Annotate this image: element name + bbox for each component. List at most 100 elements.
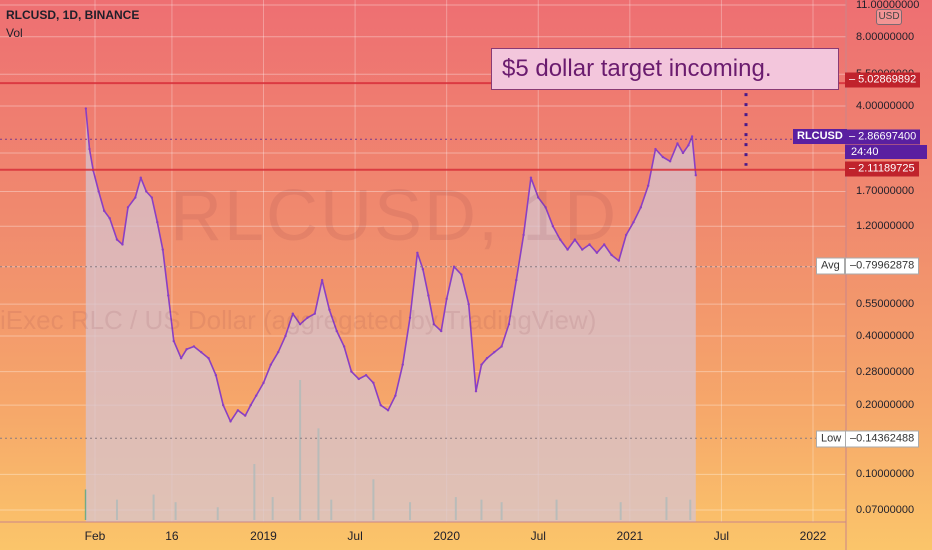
price-point — [439, 329, 443, 333]
price-point — [185, 348, 188, 351]
low-price-value: 0.14362488 — [856, 432, 915, 445]
price-point — [335, 329, 338, 333]
support-price-tag: –2.11189725 — [845, 161, 919, 177]
price-point — [115, 238, 119, 241]
price-point — [214, 373, 218, 377]
price-point — [313, 312, 316, 315]
avg-price-value: 0.79962878 — [856, 259, 915, 272]
y-tick-label: 1.70000000 — [856, 185, 915, 198]
x-tick-label: 16 — [165, 529, 179, 543]
price-point — [581, 248, 584, 251]
price-point — [108, 217, 111, 220]
price-point — [681, 151, 685, 155]
tag-dash: – — [849, 162, 856, 175]
price-point — [328, 308, 331, 311]
price-point — [200, 350, 203, 354]
y-tick-label: 0.28000000 — [856, 365, 915, 378]
price-point — [249, 403, 252, 407]
price-point — [668, 160, 672, 163]
price-point — [192, 345, 196, 348]
price-point — [126, 206, 130, 209]
price-point — [408, 316, 412, 319]
price-point — [222, 403, 225, 407]
price-point — [559, 238, 562, 241]
price-point — [254, 394, 258, 397]
x-tick-label: Feb — [84, 529, 106, 543]
y-tick-label: 1.20000000 — [856, 220, 915, 233]
price-point — [460, 273, 463, 276]
price-point — [139, 176, 142, 179]
currency-badge[interactable]: USD — [876, 9, 902, 25]
price-point — [573, 238, 577, 241]
description-watermark: iExec RLC / US Dollar (aggregated by Tra… — [0, 305, 597, 335]
volume-indicator-label[interactable]: Vol — [6, 26, 23, 40]
price-point — [485, 357, 489, 360]
price-point — [364, 373, 368, 377]
price-point — [529, 176, 533, 179]
price-point — [243, 414, 247, 417]
price-point — [421, 268, 425, 271]
x-tick-label: 2022 — [799, 529, 827, 543]
y-tick-label: 4.00000000 — [856, 100, 915, 113]
target-annotation[interactable]: $5 dollar target incoming. — [491, 48, 839, 90]
price-point — [401, 363, 404, 366]
price-point — [694, 174, 697, 177]
price-point — [445, 297, 448, 301]
x-tick-label: Jul — [713, 529, 730, 543]
price-point — [121, 243, 124, 246]
tag-dash: – — [850, 432, 857, 445]
bar-countdown: 24:40 — [845, 145, 927, 159]
price-area-fill — [85, 108, 696, 522]
price-point — [690, 135, 694, 138]
price-point — [544, 206, 547, 209]
price-point — [88, 147, 91, 151]
price-point — [350, 370, 353, 373]
x-tick-label: 2020 — [433, 529, 461, 543]
x-tick-label: Jul — [347, 529, 363, 543]
price-point — [416, 251, 419, 254]
price-point — [236, 409, 240, 412]
price-point — [467, 302, 470, 306]
price-point — [84, 107, 88, 110]
y-tick-label: 0.55000000 — [856, 298, 915, 311]
price-point — [500, 345, 503, 348]
price-point — [676, 142, 679, 145]
price-point — [134, 196, 137, 199]
price-point — [551, 225, 555, 228]
price-point — [687, 144, 690, 147]
price-point — [172, 339, 175, 343]
avg-price-tag: –0.79962878 — [845, 257, 920, 275]
price-point — [639, 206, 643, 209]
price-point — [646, 184, 650, 187]
price-point — [342, 345, 346, 348]
price-point — [624, 233, 628, 237]
price-point — [357, 377, 360, 381]
target-price-tag: –5.02869892 — [845, 72, 921, 88]
price-point — [276, 350, 280, 354]
symbol-title[interactable]: RLCUSD, 1D, BINANCE — [6, 8, 140, 22]
price-point — [480, 363, 483, 366]
x-tick-label: Jul — [530, 529, 546, 543]
tag-dash: – — [849, 73, 856, 86]
price-point — [602, 243, 606, 246]
tag-dash: – — [849, 130, 856, 143]
price-point — [229, 420, 232, 423]
y-tick-label: 8.00000000 — [856, 30, 915, 43]
price-point — [515, 278, 518, 282]
price-point — [97, 190, 100, 193]
current-price-value: 2.86697400 — [858, 130, 917, 143]
price-point — [566, 248, 569, 251]
price-point — [474, 390, 478, 393]
price-point — [179, 357, 183, 360]
support-price-value: 2.11189725 — [858, 162, 915, 175]
price-point — [298, 322, 302, 326]
price-point — [167, 294, 170, 297]
price-point — [372, 381, 375, 385]
price-point — [654, 147, 657, 151]
y-tick-label: 0.10000000 — [856, 468, 915, 481]
y-tick-label: 0.07000000 — [856, 504, 915, 516]
price-point — [588, 243, 591, 246]
price-point — [617, 259, 621, 262]
price-point — [493, 350, 496, 354]
